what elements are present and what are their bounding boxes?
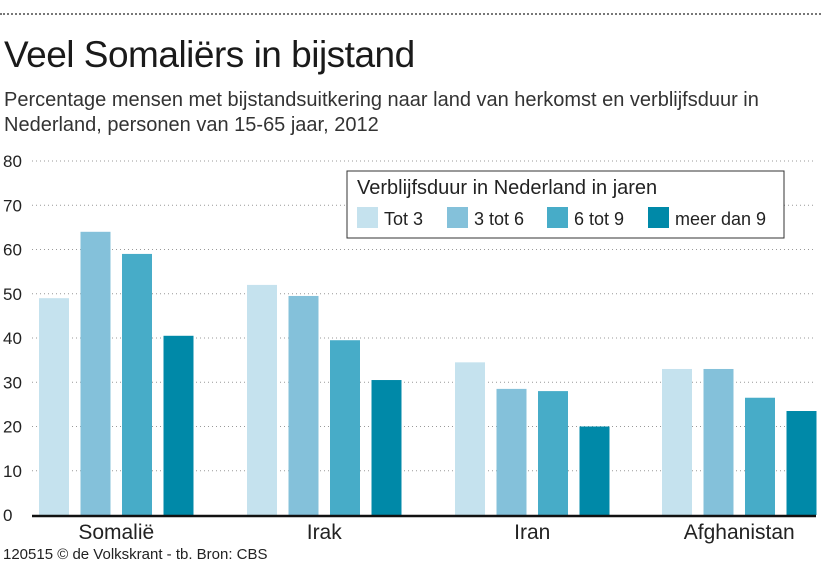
bar [703, 368, 734, 515]
legend-swatch [547, 207, 568, 228]
y-tick-label: 70 [3, 196, 22, 215]
bar [538, 391, 568, 515]
y-tick-label: 40 [3, 329, 22, 348]
top-dotted-rule [0, 13, 821, 15]
bar [163, 335, 194, 515]
category-label: Afghanistan [684, 521, 795, 544]
legend-label: Tot 3 [384, 209, 423, 229]
bar [745, 397, 775, 515]
y-tick-label: 10 [3, 462, 22, 481]
source-credit: 120515 © de Volkskrant - tb. Bron: CBS [3, 546, 268, 563]
legend-label: meer dan 9 [675, 209, 766, 229]
bar [39, 298, 69, 515]
bar [496, 388, 527, 515]
y-tick-label: 80 [3, 152, 22, 171]
chart-title: Veel Somaliërs in bijstand [4, 34, 415, 75]
legend-label: 6 tot 9 [574, 209, 624, 229]
legend-label: 3 tot 6 [474, 209, 524, 229]
category-label: Irak [307, 521, 343, 544]
legend-swatch [357, 207, 378, 228]
bar [330, 340, 360, 515]
y-tick-label: 20 [3, 418, 22, 437]
axes: 0 10 20 30 40 50 60 70 80 Somalië Irak Iran Afghanis… [3, 152, 816, 544]
y-tick-label: 0 [3, 506, 12, 525]
y-tick-label: 60 [3, 241, 22, 260]
category-label: Iran [514, 521, 550, 544]
bar [579, 426, 610, 515]
bar [122, 253, 152, 516]
y-tick-label: 50 [3, 285, 22, 304]
chart-subtitle: Percentage mensen met bijstandsuitkering… [4, 89, 759, 136]
bar [247, 284, 277, 515]
bars [39, 231, 817, 516]
legend: Verblijfsduur in Nederland in jaren Tot 3… [346, 170, 785, 239]
legend-swatch [648, 207, 669, 228]
bar [786, 411, 817, 515]
bar [371, 380, 402, 515]
bar [662, 368, 692, 515]
bar [455, 362, 485, 515]
bar [80, 231, 111, 516]
category-label: Somalië [78, 521, 154, 544]
y-tick-label: 30 [3, 373, 22, 392]
legend-title: Verblijfsduur in Nederland in jaren [357, 177, 657, 199]
bar [288, 295, 319, 515]
legend-swatch [447, 207, 468, 228]
